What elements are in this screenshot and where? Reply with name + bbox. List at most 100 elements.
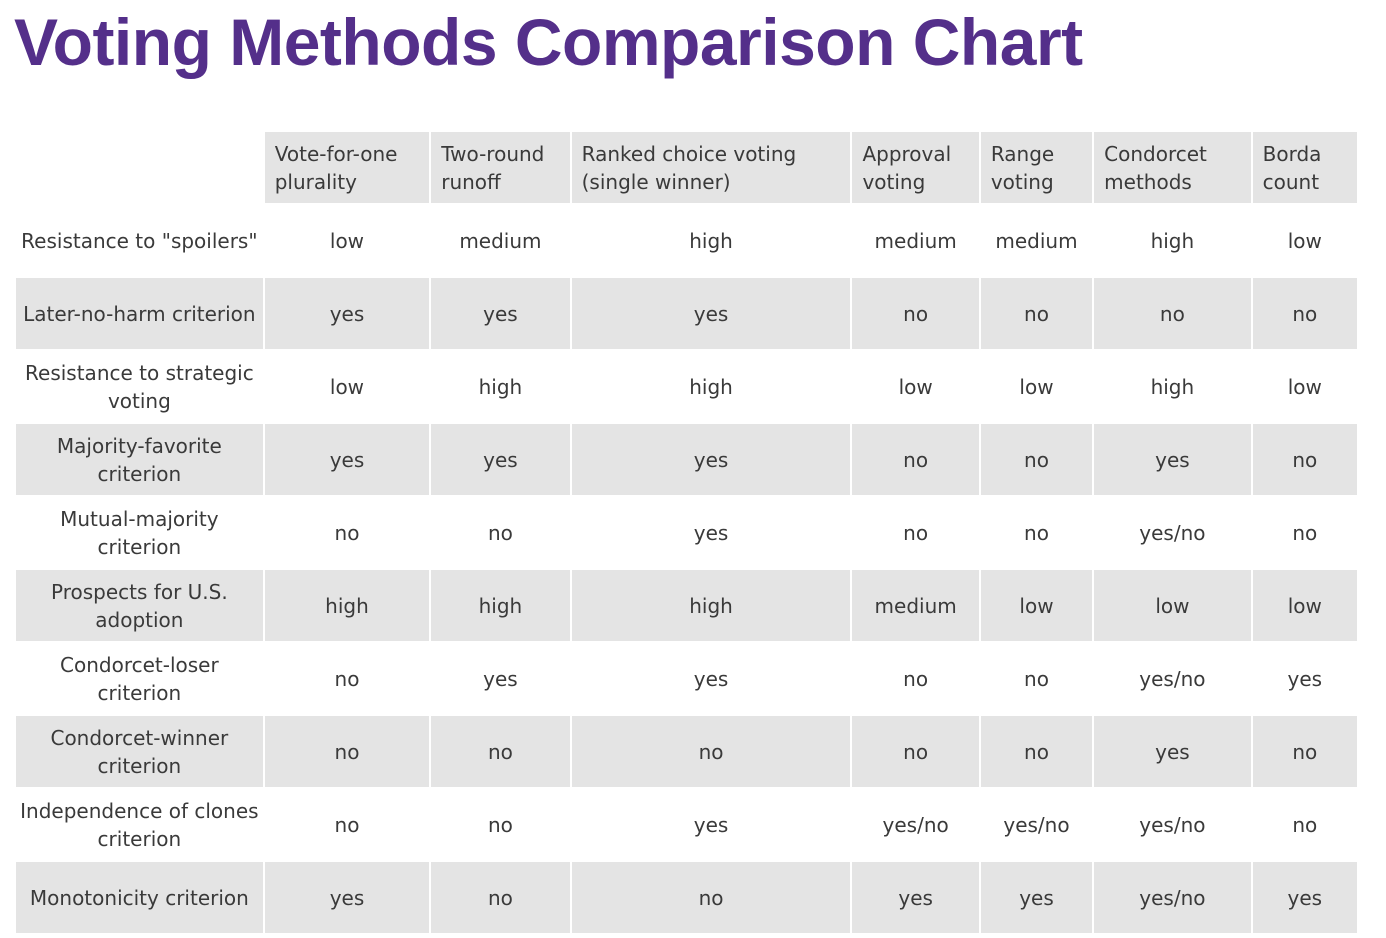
table-cell: no xyxy=(334,812,360,837)
table-row: Condorcet-loser criterion no yes yes no no yes… xyxy=(16,643,1357,714)
column-header: Condorcet methods xyxy=(1094,132,1251,203)
table-cell: low xyxy=(1019,374,1054,399)
header-row: Vote-for-one plurality Two-round runoff … xyxy=(16,132,1357,203)
row-header: Condorcet-loser criterion xyxy=(60,652,219,705)
table-cell: no xyxy=(980,716,1093,787)
table-cell: yes xyxy=(1287,666,1323,691)
table-cell: yes xyxy=(980,862,1093,933)
table-cell: low xyxy=(1287,228,1322,253)
table-cell: no xyxy=(1292,520,1318,545)
table-cell: yes xyxy=(693,666,729,691)
table-cell: yes/no xyxy=(1094,862,1251,933)
table-cell: yes xyxy=(264,278,430,349)
table-cell: medium xyxy=(874,228,957,253)
row-header: Mutual-majority criterion xyxy=(60,506,219,559)
header-corner-cell xyxy=(16,132,263,203)
table-cell: no xyxy=(431,862,570,933)
table-row: Mutual-majority criterion no no yes no no yes/… xyxy=(16,497,1357,568)
column-header: Vote-for-one plurality xyxy=(264,132,430,203)
table-cell: yes xyxy=(431,424,570,495)
table-cell: yes xyxy=(483,666,518,691)
table-cell: medium xyxy=(995,228,1078,253)
table-row: Resistance to "spoilers" low medium high med… xyxy=(16,205,1357,276)
table-cell: low xyxy=(329,228,365,253)
table-cell: low xyxy=(1252,570,1357,641)
table-cell: no xyxy=(487,520,513,545)
column-header: Ranked choice voting (single winner) xyxy=(571,132,851,203)
table-cell: no xyxy=(1292,812,1318,837)
column-header: Two-round runoff xyxy=(431,132,570,203)
table-row: Majority-favorite criterion yes yes yes no no… xyxy=(16,424,1357,495)
table-cell: no xyxy=(903,520,929,545)
table-cell: no xyxy=(980,424,1093,495)
table-cell: low xyxy=(898,374,933,399)
table-cell: yes/no xyxy=(1139,520,1206,545)
row-header: Monotonicity criterion xyxy=(16,862,263,933)
table-cell: yes xyxy=(264,862,430,933)
table-row: Condorcet-winner criterion no no no no no yes n… xyxy=(16,716,1357,787)
column-header: Borda count xyxy=(1252,132,1357,203)
table-cell: no xyxy=(1024,520,1049,545)
table-row: Later-no-harm criterion yes yes yes no no no no xyxy=(16,278,1357,349)
table-cell: yes xyxy=(693,812,729,837)
table-cell: yes xyxy=(1094,424,1251,495)
table-row: Independence of clones criterion no no yes y… xyxy=(16,789,1357,860)
table-row: Monotonicity criterion yes no no yes yes yes/n… xyxy=(16,862,1357,933)
row-header: Condorcet-winner criterion xyxy=(16,716,263,787)
table-cell: yes/no xyxy=(1139,666,1206,691)
table-cell: medium xyxy=(852,570,979,641)
table-cell: high xyxy=(1150,374,1195,399)
row-header: Later-no-harm criterion xyxy=(16,278,263,349)
column-header: Approval voting xyxy=(852,132,979,203)
table-cell: low xyxy=(1287,374,1322,399)
table-row: Prospects for U.S. adoption high high high m… xyxy=(16,570,1357,641)
table-cell: no xyxy=(334,666,360,691)
table-cell: yes xyxy=(264,424,430,495)
table-cell: no xyxy=(1252,424,1357,495)
row-header: Prospects for U.S. adoption xyxy=(16,570,263,641)
comparison-table: Vote-for-one plurality Two-round runoff … xyxy=(14,130,1359,935)
table-cell: yes/no xyxy=(1003,812,1070,837)
table-cell: high xyxy=(571,570,851,641)
table-cell: yes/no xyxy=(1139,812,1206,837)
table-cell: no xyxy=(264,716,430,787)
table-cell: yes xyxy=(852,862,979,933)
row-header: Majority-favorite criterion xyxy=(16,424,263,495)
table-cell: no xyxy=(571,716,851,787)
row-header: Resistance to "spoilers" xyxy=(21,228,258,253)
table-cell: no xyxy=(334,520,360,545)
table-cell: low xyxy=(1094,570,1251,641)
row-header: Independence of clones criterion xyxy=(20,798,259,851)
table-cell: no xyxy=(1024,666,1049,691)
table-cell: low xyxy=(329,374,365,399)
table-cell: no xyxy=(852,716,979,787)
table-cell: no xyxy=(852,278,979,349)
table-cell: no xyxy=(980,278,1093,349)
table-cell: medium xyxy=(459,228,542,253)
table-cell: yes xyxy=(571,278,851,349)
table-cell: no xyxy=(487,812,513,837)
table-cell: low xyxy=(980,570,1093,641)
table-cell: no xyxy=(1094,278,1251,349)
table-cell: high xyxy=(689,374,733,399)
table-body: Resistance to "spoilers" low medium high med… xyxy=(16,205,1357,933)
table-cell: yes xyxy=(1252,862,1357,933)
table-cell: high xyxy=(478,374,523,399)
table-cell: high xyxy=(264,570,430,641)
table-cell: no xyxy=(903,666,929,691)
column-header: Range voting xyxy=(980,132,1093,203)
table-cell: no xyxy=(852,424,979,495)
table-cell: high xyxy=(1150,228,1195,253)
row-header: Resistance to strategic voting xyxy=(25,360,254,413)
page-title: Voting Methods Comparison Chart xyxy=(14,5,1083,79)
table-cell: yes xyxy=(693,520,729,545)
table-row: Resistance to strategic voting low high hig… xyxy=(16,351,1357,422)
table-cell: no xyxy=(431,716,570,787)
table-cell: no xyxy=(1252,278,1357,349)
table-cell: high xyxy=(689,228,733,253)
table-cell: yes xyxy=(431,278,570,349)
table-cell: high xyxy=(431,570,570,641)
table-cell: yes xyxy=(571,424,851,495)
table-cell: no xyxy=(1252,716,1357,787)
table-cell: yes/no xyxy=(882,812,949,837)
